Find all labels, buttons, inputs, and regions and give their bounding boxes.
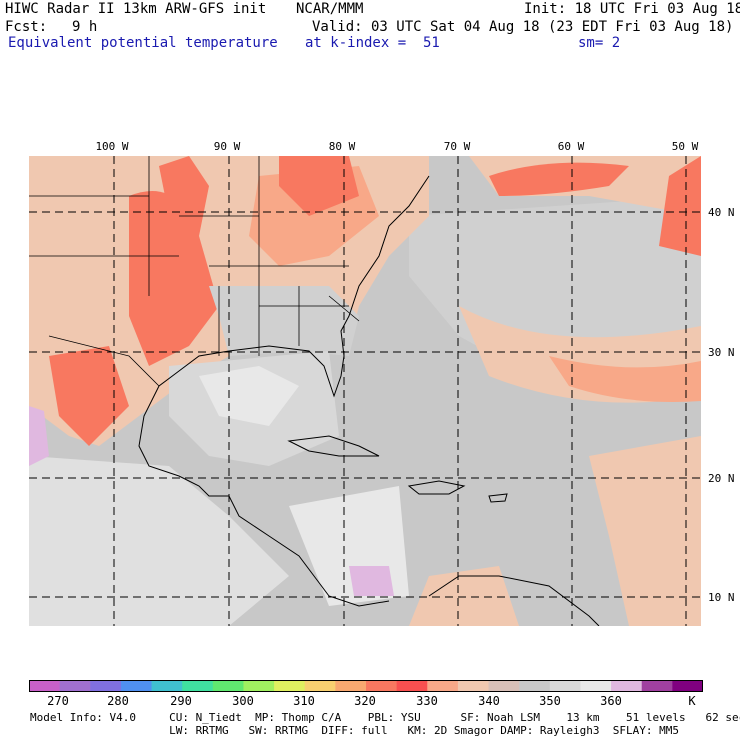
- southeast-us-gray: [209, 286, 359, 356]
- model-info-line1: Model Info: V4.0 CU: N_Tiedt MP: Thomp C…: [30, 711, 740, 724]
- atlantic-warm-core: [549, 356, 701, 402]
- colorbar-cell: [212, 680, 244, 692]
- colorbar-tick-290: 290: [170, 694, 192, 708]
- colorbar-unit: K: [688, 694, 696, 708]
- ne-atlantic-hot: [659, 156, 701, 256]
- colorbar: [29, 680, 703, 692]
- lon-label-70w: 70 W: [443, 140, 471, 153]
- organization-label: NCAR/MMM: [296, 1, 364, 17]
- puerto-rico-outline: [488, 493, 508, 503]
- colorbar-tick-280: 280: [107, 694, 129, 708]
- colorbar-cell: [120, 680, 153, 692]
- mexico-hot: [49, 346, 129, 446]
- east-atlantic-warm: [589, 436, 701, 626]
- theta-e-map: [29, 156, 701, 626]
- valid-time: Valid: 03 UTC Sat 04 Aug 18 (23 EDT Fri …: [312, 19, 734, 35]
- colorbar-cell: [641, 680, 673, 692]
- lat-label-40n: 40 N: [708, 206, 735, 219]
- pacific-lilac: [29, 406, 49, 466]
- forecast-label: Fcst:: [5, 19, 48, 35]
- colorbar-cell: [274, 680, 306, 692]
- colorbar-cell: [29, 680, 61, 692]
- model-title: HIWC Radar II 13km ARW-GFS init: [5, 1, 267, 17]
- colorbar-tick-360: 360: [600, 694, 622, 708]
- colorbar-cell: [519, 680, 551, 692]
- smoothing-label: sm= 2: [578, 35, 621, 51]
- hispaniola-outline: [407, 480, 466, 495]
- lon-label-90w: 90 W: [213, 140, 241, 153]
- south-america-warm: [409, 566, 519, 626]
- colorbar-tick-320: 320: [354, 694, 376, 708]
- lat-label-10n: 10 N: [708, 591, 735, 604]
- colorbar-cell: [396, 680, 428, 692]
- field-name: Equivalent potential temperature: [8, 35, 278, 51]
- political-borders: [29, 156, 360, 387]
- colorbar-cell: [488, 680, 520, 692]
- colorbar-cell: [90, 680, 122, 692]
- k-index-label: at k-index = 51: [305, 35, 440, 51]
- lat-label-20n: 20 N: [708, 472, 735, 485]
- colorbar-tick-330: 330: [416, 694, 438, 708]
- colorbar-cell: [335, 680, 367, 692]
- lon-label-60w: 60 W: [557, 140, 585, 153]
- colorbar-tick-300: 300: [232, 694, 254, 708]
- colorbar-cell: [427, 680, 459, 692]
- central-america-light: [29, 456, 289, 626]
- colorbar-tick-270: 270: [47, 694, 69, 708]
- lon-label-50w: 50 W: [671, 140, 699, 153]
- colorbar-cell: [243, 680, 275, 692]
- colorbar-cell: [59, 680, 91, 692]
- colorbar-cell: [549, 680, 581, 692]
- init-time: Init: 18 UTC Fri 03 Aug 18: [524, 1, 740, 17]
- colorbar-cell: [611, 680, 643, 692]
- great-lakes-hot: [279, 156, 359, 216]
- colorbar-tick-310: 310: [293, 694, 315, 708]
- lon-label-80w: 80 W: [328, 140, 356, 153]
- coastlines: [138, 175, 600, 626]
- lat-label-30n: 30 N: [708, 346, 735, 359]
- colorbar-cell: [457, 680, 490, 692]
- colorbar-tick-350: 350: [539, 694, 561, 708]
- colorbar-cell: [672, 680, 703, 692]
- lon-label-100w: 100 W: [95, 140, 129, 153]
- grid-lines: [29, 156, 701, 626]
- plains-hot-band: [129, 191, 219, 366]
- colorbar-cell: [151, 680, 183, 692]
- colorbar-cell: [580, 680, 612, 692]
- colorbar-tick-340: 340: [478, 694, 500, 708]
- caribbean-lilac-spot: [349, 566, 394, 596]
- forecast-hour: 9 h: [72, 19, 98, 35]
- cuba-outline: [287, 435, 380, 457]
- model-info-line2: LW: RRTMG SW: RRTMG DIFF: full KM: 2D Sm…: [30, 724, 680, 737]
- gulf-light-area: [199, 366, 299, 426]
- colorbar-cell: [304, 680, 336, 692]
- colorbar-cell: [182, 680, 214, 692]
- north-atlantic-hot: [489, 162, 629, 196]
- colorbar-cell: [366, 680, 398, 692]
